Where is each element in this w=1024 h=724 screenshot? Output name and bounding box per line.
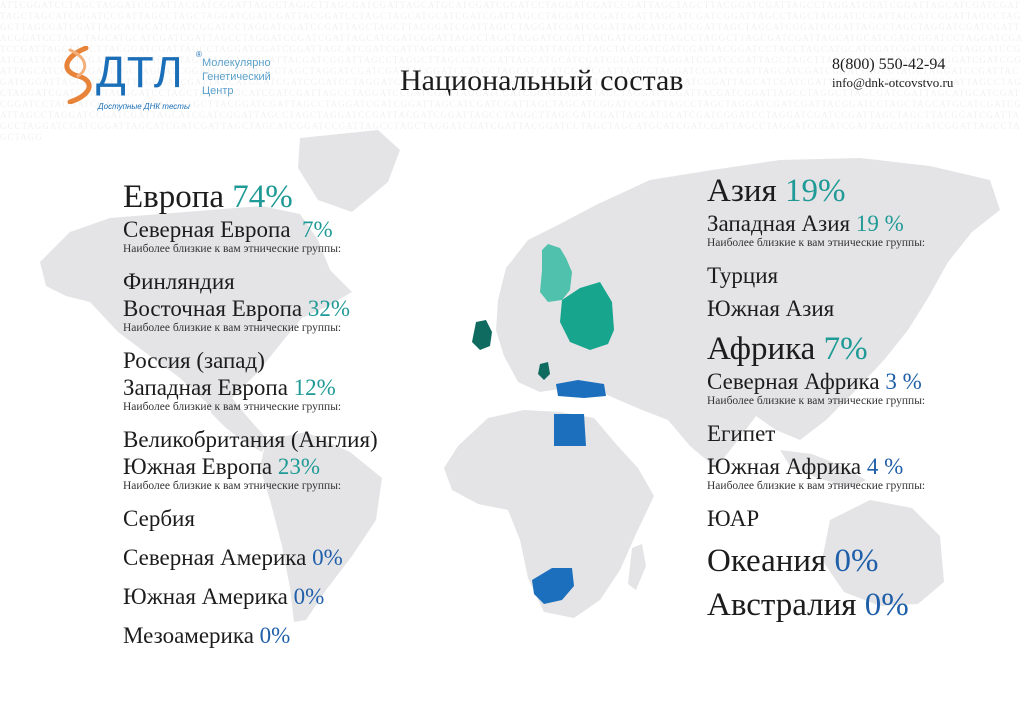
- dna-helix-icon: [64, 46, 92, 104]
- egypt-highlight: [554, 414, 586, 446]
- subregion-name: Южная Африка: [707, 454, 862, 479]
- greenland-shape: [298, 130, 400, 212]
- subregion-percent: 19 %: [855, 211, 904, 236]
- serbia-highlight: [538, 362, 550, 380]
- region-percent: 0%: [293, 584, 325, 609]
- subregion-percent: 32%: [307, 296, 351, 321]
- region-name: Азия: [707, 173, 777, 209]
- eurasia-shape: [496, 158, 1000, 468]
- page-title: Национальный состав: [400, 64, 684, 97]
- region-name: Океания: [707, 543, 827, 579]
- region-north-america: Северная Америка 0%: [123, 544, 378, 571]
- logo-line-1: Молекулярно: [202, 57, 271, 69]
- region-name: Австралия: [707, 587, 857, 623]
- subregion-east-europe: Восточная Европа 32%: [123, 295, 378, 322]
- north-america-shape: [40, 206, 352, 402]
- australia-shape: [822, 500, 944, 606]
- subregion-percent: 12%: [293, 375, 336, 400]
- right-column: Азия 19% Западная Азия 19 % Наиболее бли…: [707, 172, 925, 624]
- subregion-north-africa: Северная Африка 3 %: [707, 368, 925, 395]
- logo-line-2: Генетический: [202, 71, 271, 83]
- subregion-percent: 7%: [302, 217, 333, 242]
- region-south-america: Южная Америка 0%: [123, 583, 378, 610]
- russia-west-highlight: [560, 282, 614, 350]
- registered-mark: ®: [196, 50, 202, 59]
- subregion-west-europe: Западная Европа 12%: [123, 374, 378, 401]
- subregion-percent: 4 %: [866, 454, 904, 479]
- phone-number: 8(800) 550-42-94: [832, 56, 946, 73]
- turkey-highlight: [556, 380, 606, 398]
- contact-block: 8(800) 550-42-94 info@dnk-otcovstvo.ru: [832, 56, 953, 92]
- ethnic-groups-hint: Наиболее близкие к вам этнические группы…: [707, 480, 926, 492]
- region-percent: 0%: [312, 545, 343, 570]
- subregion-percent: 3 %: [885, 369, 922, 394]
- madagascar-shape: [628, 544, 646, 590]
- logo-subtitle: Молекулярно Генетический Центр: [202, 56, 271, 98]
- group-turkey: Турция: [707, 263, 779, 288]
- region-percent: 19%: [784, 173, 846, 209]
- region-percent: 0%: [834, 543, 879, 579]
- subregion-name: Северная Европа: [123, 217, 291, 242]
- england-highlight: [472, 320, 492, 350]
- ethnic-groups-hint: Наиболее близкие к вам этнические группы…: [123, 322, 342, 334]
- subregion-percent: 23%: [277, 454, 321, 479]
- logo-line-3: Центр: [202, 85, 234, 97]
- south-africa-highlight: [532, 568, 574, 604]
- region-percent: 0%: [864, 587, 909, 623]
- subregion-south-europe: Южная Европа 23%: [123, 453, 378, 480]
- japan-shape: [894, 262, 918, 308]
- group-finland: Финляндия: [123, 269, 235, 294]
- group-south-africa-rsa: ЮАР: [707, 506, 760, 531]
- finland-highlight: [540, 244, 572, 302]
- logo-tagline: Доступные ДНК тесты: [98, 102, 190, 111]
- region-percent: 0%: [259, 623, 291, 648]
- email-address: info@dnk-otcovstvo.ru: [832, 75, 954, 90]
- group-serbia: Сербия: [123, 506, 195, 531]
- region-australia: Австралия 0%: [707, 586, 925, 624]
- region-africa: Африка 7%: [707, 330, 925, 368]
- subregion-west-asia: Западная Азия 19 %: [707, 210, 925, 237]
- region-name: Африка: [707, 331, 816, 367]
- subregion-name: Южная Европа: [123, 454, 273, 479]
- logo-name: ДТЛ: [96, 48, 184, 97]
- ethnic-groups-hint: Наиболее близкие к вам этнические группы…: [123, 243, 342, 255]
- region-name: Мезоамерика: [123, 623, 254, 648]
- ethnic-groups-hint: Наиболее близкие к вам этнические группы…: [123, 480, 342, 492]
- region-europe: Европа 74%: [123, 178, 378, 216]
- africa-shape: [444, 410, 654, 618]
- company-logo: ДТЛ ® Молекулярно Генетический Центр Дос…: [58, 42, 298, 122]
- region-asia: Азия 19%: [707, 172, 925, 210]
- region-name: Южная Америка: [123, 584, 288, 609]
- region-name: Северная Америка: [123, 545, 307, 570]
- mesoamerica-shape: [206, 398, 268, 452]
- region-name: Европа: [123, 179, 225, 215]
- subregion-north-europe: Северная Европа 7%: [123, 216, 378, 243]
- region-percent: 74%: [232, 179, 293, 215]
- ethnic-groups-hint: Наиболее близкие к вам этнические группы…: [707, 237, 926, 249]
- ethnic-groups-hint: Наиболее близкие к вам этнические группы…: [123, 401, 342, 413]
- subregion-name: Западная Азия: [707, 211, 851, 236]
- south-america-shape: [260, 432, 382, 622]
- subregion-name: Восточная Европа: [123, 296, 303, 321]
- ethnic-groups-hint: Наиболее близкие к вам этнические группы…: [707, 395, 926, 407]
- southeast-asia-islands: [780, 450, 866, 488]
- subregion-name: Западная Европа: [123, 375, 288, 400]
- subregion-south-africa: Южная Африка 4 %: [707, 453, 925, 480]
- subregion-name: Северная Африка: [707, 369, 880, 394]
- region-oceania: Океания 0%: [707, 542, 925, 580]
- left-column: Европа 74% Северная Европа 7% Наиболее б…: [123, 178, 378, 649]
- group-russia-west: Россия (запад): [123, 348, 265, 373]
- group-great-britain: Великобритания (Англия): [123, 427, 378, 452]
- region-percent: 7%: [823, 331, 868, 367]
- subregion-south-asia: Южная Азия: [707, 296, 835, 321]
- region-mesoamerica: Мезоамерика 0%: [123, 622, 378, 649]
- group-egypt: Египет: [707, 421, 776, 446]
